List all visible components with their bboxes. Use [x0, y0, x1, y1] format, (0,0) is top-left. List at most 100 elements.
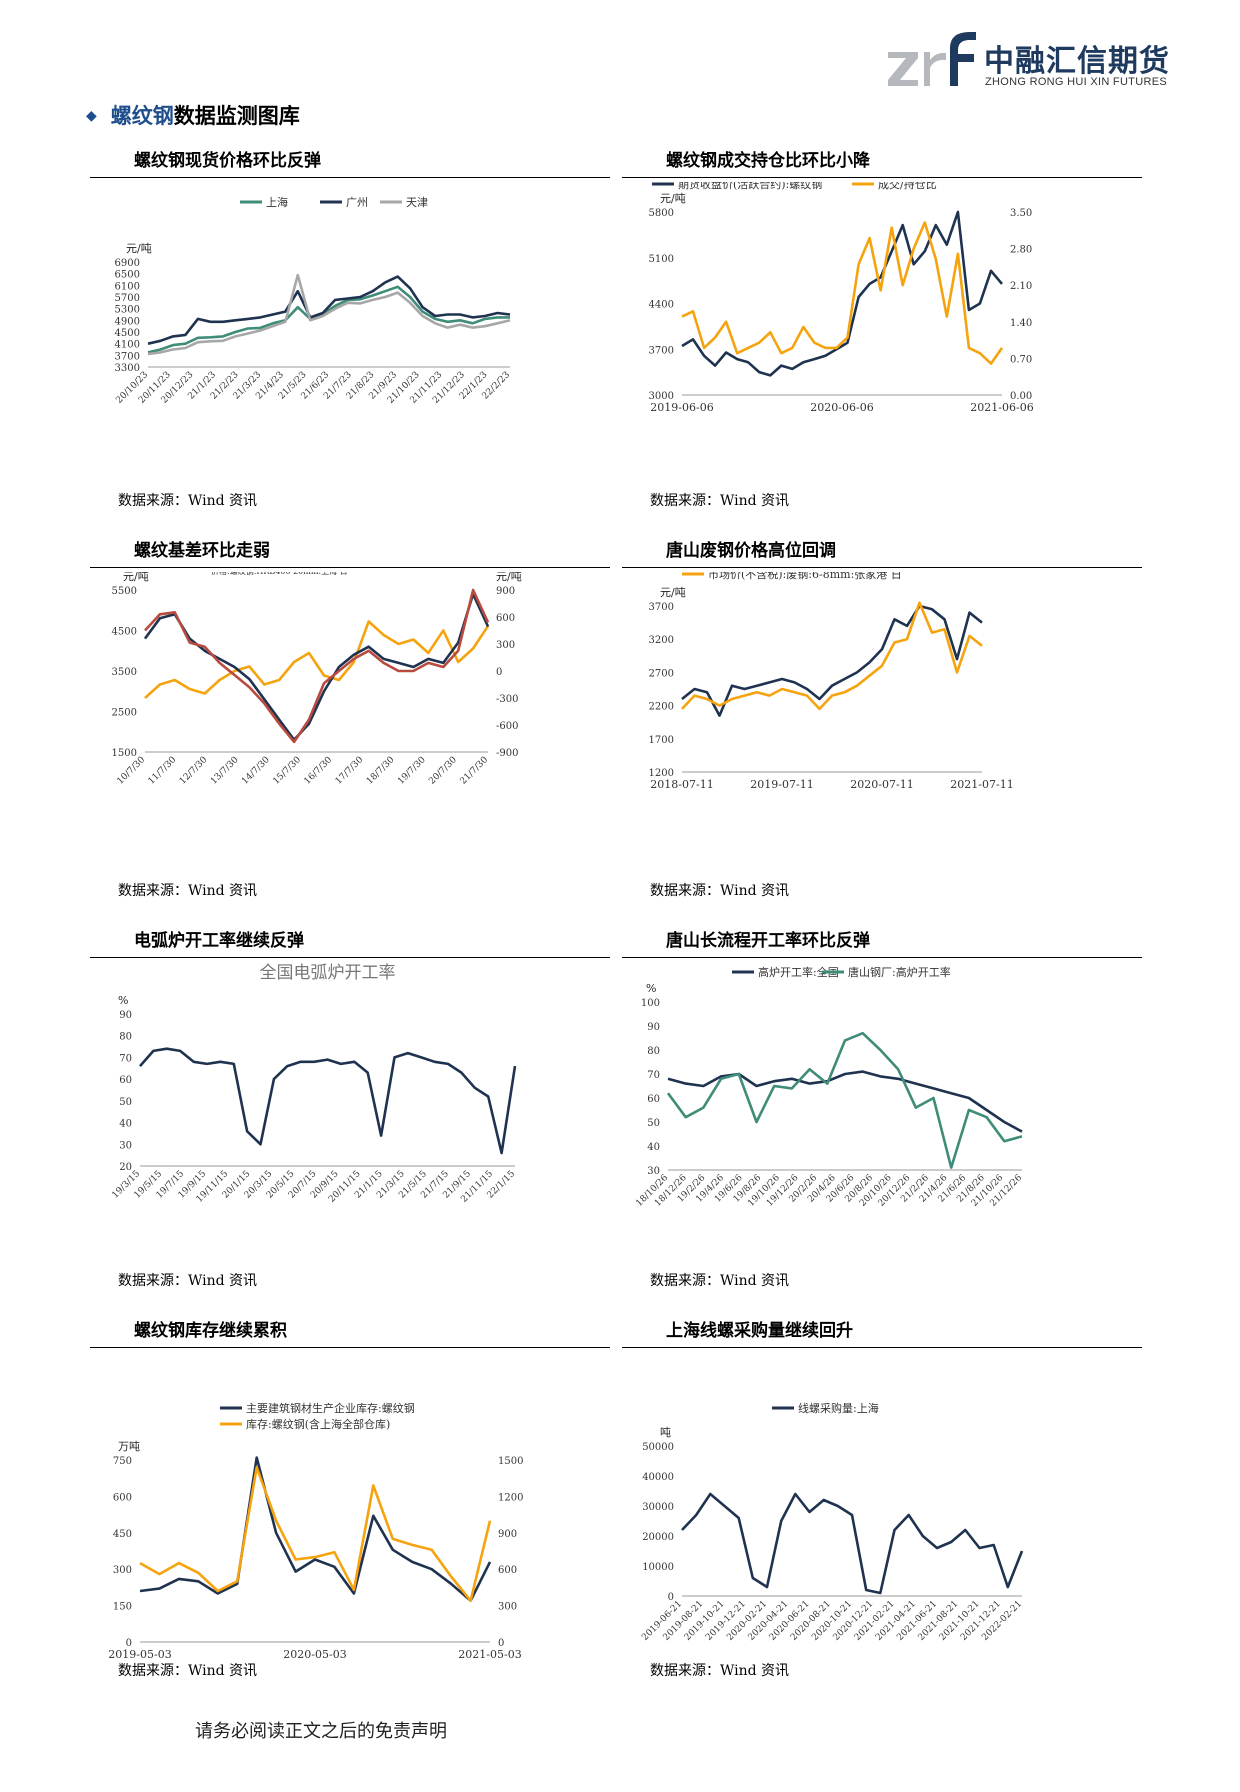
legend-label: 天津: [406, 196, 428, 209]
y-tick-label: 60: [119, 1075, 132, 1086]
data-source: 数据来源：Wind 资讯: [118, 1273, 258, 1289]
x-tick-label: 14/7/30: [240, 755, 272, 787]
y-tick-label: 5700: [115, 293, 140, 304]
panel-title: 上海线螺采购量继续回升: [622, 1320, 1142, 1348]
y-tick-label: 3700: [649, 602, 674, 613]
panel-title: 螺纹钢现货价格环比反弹: [90, 150, 610, 178]
y-right-tick-label: 0: [498, 1638, 504, 1649]
x-tick-label: 17/7/30: [334, 755, 366, 787]
panel-title: 螺纹钢库存继续累积: [90, 1320, 610, 1348]
y-tick-label: 2500: [112, 708, 137, 719]
legend-label: 主要建筑钢材生产企业库存:螺纹钢: [246, 1401, 415, 1415]
legend-label: 唐山钢厂:高炉开工率: [848, 965, 951, 979]
chart-basis: 元/吨 5500 4500 3500 2500 1500 元/吨 900 600 300 0 -300…: [112, 572, 522, 787]
series-line: [681, 601, 983, 711]
series-line: [681, 1492, 1024, 1595]
x-tick-label: 2020-06-06: [810, 401, 873, 414]
y-axis-unit: 元/吨: [660, 586, 686, 599]
y-tick-label: 70: [647, 1070, 660, 1081]
x-tick-label: 20/7/30: [427, 755, 459, 787]
series-line: [681, 210, 1003, 377]
y-tick-label: 30: [647, 1166, 660, 1177]
y-tick-label: 10000: [642, 1562, 674, 1573]
x-tick-label: 16/7/30: [303, 755, 335, 787]
y-tick-label: 2200: [649, 702, 674, 713]
series-line: [667, 1070, 1023, 1133]
y-tick-label: 90: [647, 1022, 660, 1033]
y-tick-label: 20000: [642, 1532, 674, 1543]
y-axis-unit: 元/吨: [123, 572, 149, 583]
x-tick-label: 13/7/30: [209, 755, 241, 787]
series-line: [144, 620, 490, 699]
y-tick-label: 450: [113, 1529, 132, 1540]
y-tick-label: 3700: [649, 345, 674, 356]
y-tick-label: 4500: [112, 627, 137, 638]
x-tick-label: 2021-05-03: [458, 1648, 521, 1661]
chart-purchase-volume: 吨500004000030000200001000002019-06-21201…: [640, 1401, 1024, 1643]
data-source: 数据来源：Wind 资讯: [650, 1663, 790, 1679]
legend-label: 成交/持仓比: [878, 182, 937, 191]
y-tick-label: 1500: [112, 748, 137, 759]
y-right-tick-label: 300: [496, 640, 515, 651]
y-right-tick-label: 600: [498, 1565, 517, 1576]
x-tick-label: 2021-06-06: [970, 401, 1033, 414]
y-right-tick-label: 300: [498, 1602, 517, 1613]
y-tick-label: 60: [647, 1094, 660, 1105]
y-tick-label: 50000: [642, 1442, 674, 1453]
y-tick-label: 80: [647, 1046, 660, 1057]
diamond-bullet-icon: ◆: [86, 108, 97, 124]
y-right-tick-label: -900: [496, 748, 518, 759]
y-tick-label: 4500: [115, 328, 140, 339]
legend-label: 广州: [346, 196, 368, 209]
y-axis-unit: 万吨: [118, 1440, 140, 1453]
series-line: [147, 285, 510, 354]
y-axis-unit: 元/吨: [660, 192, 686, 205]
y-tick-label: 30000: [642, 1502, 674, 1513]
legend-label: 市场价(不含税):废钢:6-8mm:张家港 日: [708, 572, 902, 581]
series-line: [681, 221, 1004, 365]
chart-eaf-rate: %908070605040302019/3/1519/5/1519/7/1519…: [111, 963, 518, 1205]
y-right-tick-label: -600: [496, 721, 518, 732]
data-source: 数据来源：Wind 资讯: [118, 883, 258, 899]
x-tick-label: 2019-05-03: [108, 1648, 171, 1661]
section-title-highlight: 螺纹钢: [110, 104, 174, 128]
x-tick-label: 19/7/30: [396, 755, 428, 787]
x-tick-label: 2020-05-03: [283, 1648, 346, 1661]
y-right-tick-label: 0.00: [1010, 391, 1032, 402]
legend-label: 库存:螺纹钢(含上海全部仓库): [246, 1417, 390, 1431]
y-axis-unit: 元/吨: [126, 242, 152, 255]
x-tick-label: 18/7/30: [365, 755, 397, 787]
x-tick-label: 11/7/30: [147, 755, 179, 787]
y-tick-label: 30: [119, 1140, 132, 1151]
logo-english-name: ZHONG RONG HUI XIN FUTURES: [985, 76, 1167, 88]
y-right-tick-label: 0.70: [1010, 354, 1032, 365]
x-tick-label: 2019-06-06: [650, 401, 713, 414]
legend-label: 期货收盘价(活跃合约):螺纹钢: [678, 182, 822, 191]
chart-volume-oi-ratio: 元/吨 5800 5100 4400 3700 3000 3.50 2.80 2.10 1.40 0…: [649, 182, 1034, 414]
data-source: 数据来源：Wind 资讯: [650, 1273, 790, 1289]
y-right-tick-label: 1.40: [1010, 318, 1032, 329]
y-tick-label: 0: [668, 1592, 674, 1603]
y-tick-label: 750: [113, 1456, 132, 1467]
section-title: ◆ 螺纹钢数据监测图库: [86, 100, 300, 130]
x-tick-label: 15/7/30: [271, 755, 303, 787]
series-line: [139, 1047, 517, 1155]
y-tick-label: 4400: [649, 300, 674, 311]
chart-bf-rate: %1009080706050403018/10/2618/12/2619/2/2…: [634, 965, 1024, 1209]
y-right-axis-unit: 元/吨: [496, 572, 522, 583]
data-source: 数据来源：Wind 资讯: [118, 1663, 258, 1679]
panel-title: 唐山长流程开工率环比反弹: [622, 930, 1142, 958]
y-tick-label: 5100: [649, 254, 674, 265]
company-logo: 中融汇信期货 ZHONG RONG HUI XIN FUTURES: [884, 26, 1184, 92]
legend-label: 上海: [266, 195, 288, 209]
section-title-rest: 数据监测图库: [173, 104, 300, 128]
chart-inventory: 万吨75060045030015001500120090060030002019…: [108, 1401, 523, 1661]
y-tick-label: 300: [113, 1565, 132, 1576]
data-source: 数据来源：Wind 资讯: [650, 883, 790, 899]
y-tick-label: 1700: [649, 735, 674, 746]
y-tick-label: 0: [126, 1638, 132, 1649]
y-tick-label: 4100: [115, 340, 140, 351]
y-tick-label: 40: [119, 1119, 132, 1130]
y-tick-label: 3300: [115, 363, 140, 374]
